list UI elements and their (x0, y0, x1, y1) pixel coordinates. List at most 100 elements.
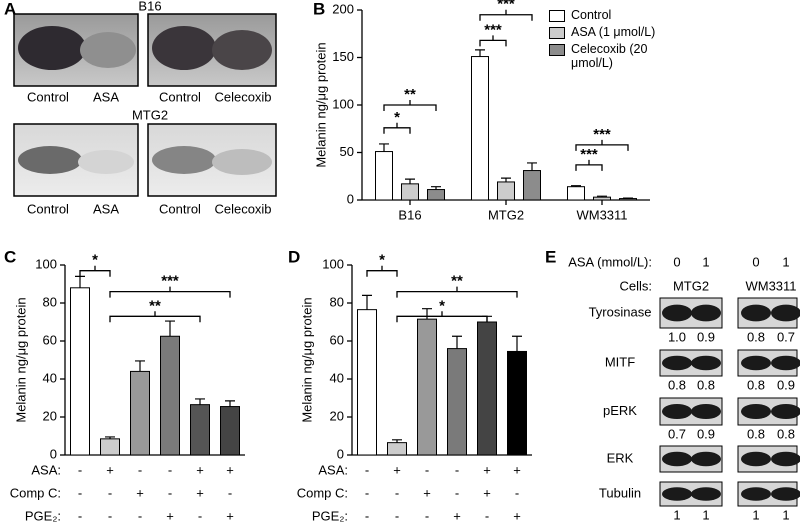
blot-band (662, 487, 692, 501)
legend-entry: Control (549, 8, 667, 22)
error-bar (452, 335, 462, 349)
error-bar (475, 49, 485, 57)
bar (593, 196, 611, 201)
condition-value: + (226, 508, 234, 523)
bar (130, 370, 150, 456)
condition-value: + (483, 462, 491, 477)
condition-label: Comp C: (297, 485, 348, 500)
condition-value: - (198, 508, 202, 523)
blot-band (771, 487, 800, 501)
blot-band (741, 487, 771, 501)
panel-letter: D (288, 247, 300, 266)
condition-value: - (395, 485, 399, 500)
condition-value: + (106, 462, 114, 477)
y-tick-label: 100 (322, 256, 344, 271)
condition-value: + (423, 485, 431, 500)
legend-label: Celecoxib (20 μmol/L) (571, 42, 648, 70)
significance-bracket (383, 100, 437, 111)
photo-label: ASA (93, 201, 119, 216)
condition-value: - (108, 485, 112, 500)
y-tick-label: 0 (337, 446, 344, 461)
condition-value: + (166, 508, 174, 523)
condition-value: + (483, 485, 491, 500)
band-quantification: 0.8 (747, 377, 765, 392)
legend: Control ASA (1 μmol/L) Celecoxib (20 μmol/… (549, 8, 667, 73)
photo-label: Control (27, 89, 69, 104)
y-tick-label: 60 (330, 332, 344, 347)
x-tick-label: MTG2 (488, 207, 524, 222)
y-tick-label: 20 (43, 408, 57, 423)
bar (100, 438, 120, 456)
y-axis-label: Melanin ng/μg protein (313, 42, 328, 167)
blot-band (662, 403, 692, 420)
panel-letter: E (545, 247, 556, 266)
condition-value: - (365, 462, 369, 477)
condition-value: - (515, 485, 519, 500)
significance-bracket (383, 122, 411, 134)
condition-value: + (226, 462, 234, 477)
y-tick-label: 150 (332, 49, 354, 64)
condition-value: - (365, 508, 369, 523)
photo-label: Celecoxib (214, 89, 271, 104)
error-bar (527, 162, 537, 171)
band-quantification: 0.7 (777, 329, 795, 344)
bar (427, 189, 445, 201)
bar (387, 442, 407, 456)
blot-band (741, 403, 771, 420)
significance-label: *** (580, 146, 598, 163)
blot-band (691, 487, 721, 501)
bar (401, 183, 419, 201)
bar (523, 170, 541, 201)
cell-line: WM3311 (745, 278, 796, 293)
condition-value: - (425, 462, 429, 477)
condition-value: - (228, 485, 232, 500)
blot-label: Tubulin (599, 485, 641, 500)
significance-label: * (92, 252, 98, 269)
error-bar (165, 320, 175, 337)
y-axis-label: Melanin ng/μg protein (13, 297, 28, 422)
blot-band (771, 403, 800, 420)
error-bar (225, 400, 235, 407)
panel-letter: C (4, 247, 16, 266)
error-bar (105, 436, 115, 439)
blot-label: MITF (605, 354, 635, 369)
bar (497, 181, 515, 201)
legend-swatch (549, 44, 565, 56)
bar (507, 350, 527, 456)
condition-label: PGE₂: (312, 508, 348, 523)
band-quantification: 1 (782, 507, 789, 522)
legend-entry: ASA (1 μmol/L) (549, 25, 667, 39)
bar (417, 318, 437, 456)
panel-letter: A (4, 0, 16, 18)
condition-value: - (138, 508, 142, 523)
y-tick-label: 40 (330, 370, 344, 385)
significance-bracket (479, 9, 533, 21)
y-tick-label: 100 (35, 256, 57, 271)
band-quantification: 1 (673, 507, 680, 522)
condition-value: - (425, 508, 429, 523)
condition-value: + (196, 485, 204, 500)
condition-value: - (485, 508, 489, 523)
band-quantification: 0.7 (668, 426, 686, 441)
condition-value: - (455, 462, 459, 477)
significance-bracket (575, 159, 603, 171)
condition-label: ASA: (318, 462, 348, 477)
significance-label: ** (404, 86, 416, 103)
significance-bracket (109, 311, 201, 323)
legend-label: Control (571, 8, 612, 22)
blot-band (662, 451, 692, 467)
significance-bracket (79, 265, 111, 277)
blot-band (741, 304, 771, 322)
blot-band (662, 304, 692, 322)
photo-label: Control (159, 201, 201, 216)
significance-label: * (439, 297, 445, 314)
blot-band (741, 355, 771, 371)
band-quantification: 0.8 (747, 426, 765, 441)
condition-value: - (78, 485, 82, 500)
bar (447, 348, 467, 456)
treatment-label: ASA (mmol/L): (568, 254, 652, 269)
condition-value: - (168, 462, 172, 477)
condition-value: - (365, 485, 369, 500)
y-tick-label: 40 (43, 370, 57, 385)
